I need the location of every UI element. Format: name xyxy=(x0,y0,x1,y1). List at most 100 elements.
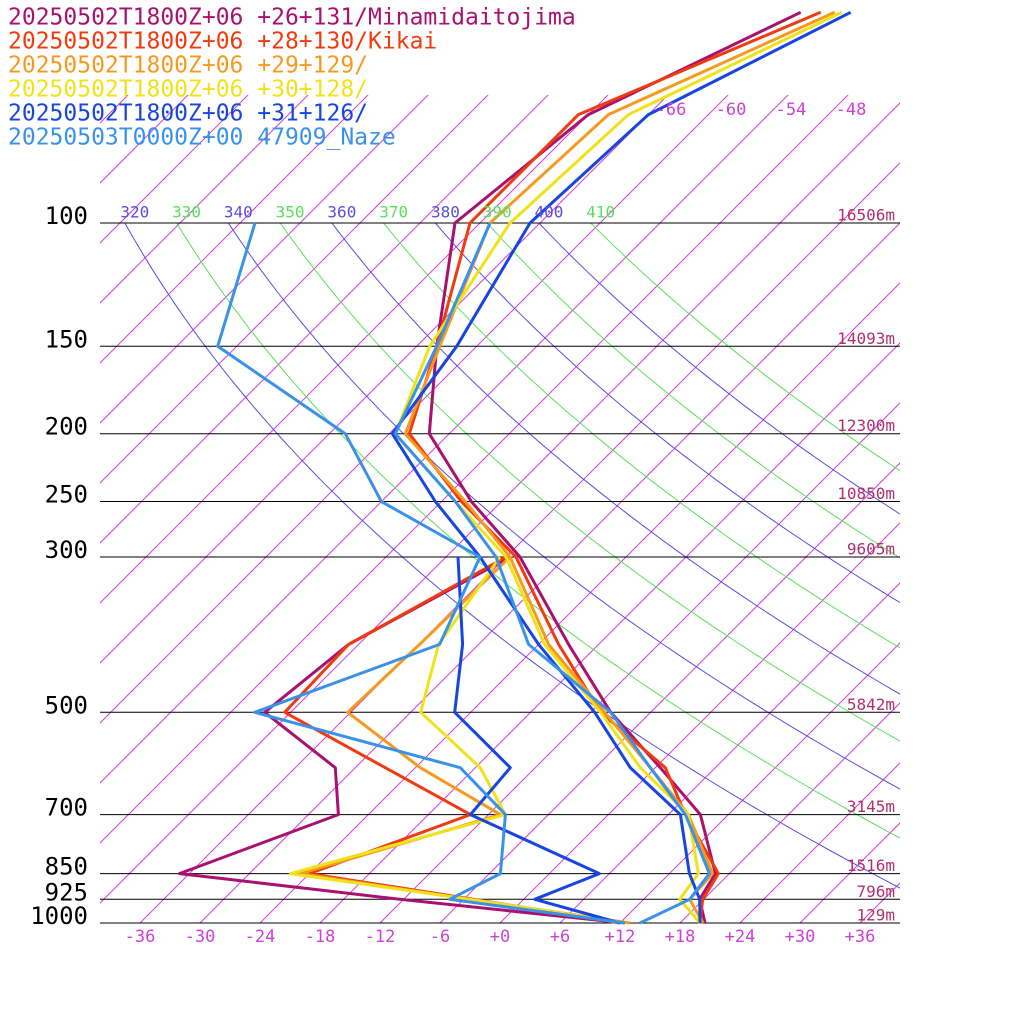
y-tick-label: 500 xyxy=(45,691,88,719)
theta-label: 390 xyxy=(483,203,512,222)
x-tick-label: +36 xyxy=(845,927,876,947)
theta-label: 340 xyxy=(224,203,253,222)
legend-entry: 20250503T0000Z+00 47909_Naze xyxy=(8,125,396,151)
x-tick-label: -6 xyxy=(430,927,450,947)
y-tick-label: 925 xyxy=(45,878,88,906)
y-tick-label: 150 xyxy=(45,325,88,353)
y-tick-label: 1000 xyxy=(30,902,88,930)
isotherm xyxy=(679,702,900,923)
theta-label: 330 xyxy=(172,203,201,222)
height-label: 16506m xyxy=(837,206,895,225)
temperature-line xyxy=(393,222,711,925)
x-tick-label: +0 xyxy=(490,927,510,947)
y-tick-label: 300 xyxy=(45,536,88,564)
theta-label: 360 xyxy=(327,203,356,222)
x-tick-label: +30 xyxy=(785,927,816,947)
isotherm xyxy=(100,95,849,844)
x-tick-label: -24 xyxy=(245,927,276,947)
dewpoint-line xyxy=(288,556,626,925)
isotherm-label: -60 xyxy=(716,100,747,120)
adiabat xyxy=(279,223,900,742)
dewpoint-line xyxy=(216,222,626,925)
legend-entry: 20250502T1800Z+06 +26+131/Minamidaitojim… xyxy=(8,5,576,31)
x-tick-label: +18 xyxy=(665,927,696,947)
theta-label: 410 xyxy=(586,203,615,222)
adiabat xyxy=(486,223,900,559)
y-tick-label: 200 xyxy=(45,413,88,441)
theta-label: 350 xyxy=(276,203,305,222)
theta-label: 380 xyxy=(431,203,460,222)
profiles xyxy=(177,10,852,925)
x-tick-label: -18 xyxy=(305,927,336,947)
adiabat xyxy=(124,223,900,889)
labels: -36 -30 -24 -18 -12 -6 +0 +6 +12 +18 +24 +30 +36 -66 -… xyxy=(8,5,895,948)
isotherm xyxy=(199,222,900,923)
isotherm xyxy=(100,95,669,664)
legend-entry: 20250502T1800Z+06 +29+129/ xyxy=(8,53,368,79)
height-label: 129m xyxy=(856,906,895,925)
temperature-line xyxy=(403,10,836,924)
height-label: 9605m xyxy=(847,539,895,558)
isotherm xyxy=(859,882,900,923)
isotherm xyxy=(100,95,489,484)
isotherm xyxy=(139,162,900,923)
isotherm xyxy=(100,102,900,904)
isotherm xyxy=(619,642,900,923)
adiabat xyxy=(590,223,900,472)
isotherm-label: -66 xyxy=(656,100,687,120)
isotherm-label: -54 xyxy=(776,100,807,120)
legend-entry: 20250502T1800Z+06 +30+128/ xyxy=(8,77,368,103)
isotherm xyxy=(100,95,609,604)
adiabat xyxy=(176,223,900,839)
isotherm xyxy=(100,95,549,544)
isotherm xyxy=(100,95,249,244)
isotherm xyxy=(559,582,900,923)
adiabat xyxy=(331,223,900,695)
adiabat xyxy=(383,223,900,649)
height-label: 3145m xyxy=(847,797,895,816)
legend-entry: 20250502T1800Z+06 +28+130/Kikai xyxy=(8,29,437,55)
height-label: 5842m xyxy=(847,695,895,714)
legend-entry: 20250502T1800Z+06 +31+126/ xyxy=(8,101,368,127)
isotherm xyxy=(319,342,900,923)
isotherm xyxy=(100,95,309,304)
isotherm xyxy=(259,282,900,923)
height-label: 796m xyxy=(856,882,895,901)
dewpoint-line xyxy=(177,555,626,925)
theta-label: 320 xyxy=(120,203,149,222)
isotherm xyxy=(100,95,189,184)
x-tick-label: +6 xyxy=(550,927,570,947)
x-tick-label: -30 xyxy=(185,927,216,947)
theta-label: 370 xyxy=(379,203,408,222)
isotherm xyxy=(379,402,900,923)
adiabat xyxy=(227,223,900,790)
isotherm xyxy=(100,95,429,424)
height-label: 1516m xyxy=(847,856,895,875)
y-tick-label: 100 xyxy=(45,202,88,230)
height-label: 14093m xyxy=(837,329,895,348)
isotherm xyxy=(100,95,369,364)
isotherm-label: -48 xyxy=(836,100,867,120)
y-tick-label: 700 xyxy=(45,794,88,822)
isotherm xyxy=(499,522,900,923)
isotherm xyxy=(799,822,900,923)
x-tick-label: +12 xyxy=(605,927,636,947)
isotherm xyxy=(439,462,900,923)
temperature-line xyxy=(407,10,822,924)
theta-label: 400 xyxy=(534,203,563,222)
temperature-line xyxy=(427,10,802,924)
adiabat xyxy=(538,223,900,515)
x-tick-label: -36 xyxy=(125,927,156,947)
x-tick-label: -12 xyxy=(365,927,396,947)
y-tick-label: 250 xyxy=(45,481,88,509)
dewpoint-line xyxy=(453,556,621,925)
temperature-line xyxy=(390,10,852,924)
height-label: 10850m xyxy=(837,484,895,503)
adiabat xyxy=(435,223,900,604)
y-tick-label: 850 xyxy=(45,853,88,881)
temperature-line xyxy=(393,10,843,924)
dewpoint-line xyxy=(298,555,631,925)
x-tick-label: +24 xyxy=(725,927,756,947)
